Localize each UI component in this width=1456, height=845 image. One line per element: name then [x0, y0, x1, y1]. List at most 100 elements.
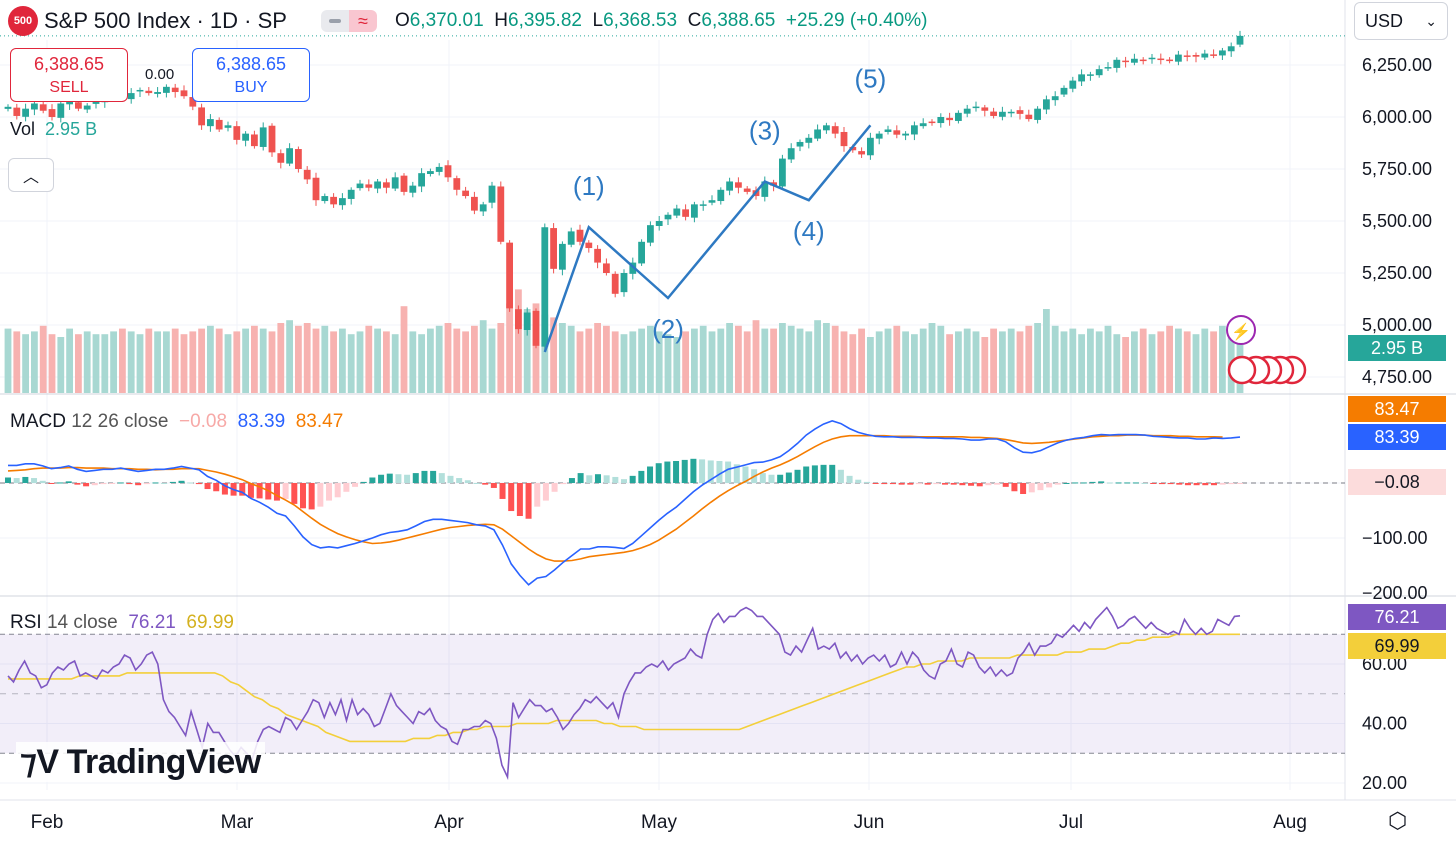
macd-histogram-bar — [473, 483, 480, 484]
candle-body — [215, 119, 223, 130]
candle-body — [321, 196, 329, 202]
volume-bar — [990, 328, 997, 393]
candle-body — [356, 183, 364, 189]
macd-histogram-bar — [829, 464, 836, 483]
candle-body — [682, 209, 689, 217]
wave-label: (4) — [793, 216, 825, 246]
candle-body — [981, 107, 989, 111]
volume-bar — [497, 323, 505, 393]
volume-bar — [937, 325, 945, 393]
macd-histogram-bar — [1193, 483, 1200, 486]
volume-badge: 2.95 B — [1348, 335, 1446, 361]
volume-bar — [13, 331, 21, 393]
volume-label: Vol — [10, 119, 36, 139]
us-flag-event-icon — [1227, 355, 1257, 385]
volume-bar — [664, 334, 672, 393]
candle-body — [330, 196, 337, 205]
macd-histogram-bar — [629, 475, 636, 483]
macd-hist-badge: −0.08 — [1348, 469, 1446, 495]
macd-histogram-bar — [733, 464, 740, 483]
candle-body — [31, 103, 38, 110]
candle-body — [831, 126, 839, 134]
candle-body — [418, 173, 425, 187]
volume-bar — [1201, 328, 1209, 393]
sp500-logo[interactable]: 500 — [8, 6, 38, 36]
price-axis-label: 5,250.00 — [1362, 263, 1432, 283]
volume-bar — [303, 323, 311, 393]
wave-toggle-icon[interactable]: ≈ — [348, 10, 377, 32]
macd-histogram-bar — [334, 483, 341, 498]
buy-button[interactable]: 6,388.65 BUY — [192, 48, 310, 102]
volume-bar — [330, 331, 337, 393]
volume-bar — [207, 325, 214, 393]
macd-histogram-bar — [1228, 483, 1235, 485]
volume-bar — [418, 334, 425, 393]
rsi-value: 76.21 — [128, 612, 176, 633]
settings-gear-icon[interactable]: ⬡ — [1388, 808, 1408, 833]
volume-bar — [1113, 334, 1121, 393]
spread-value: 0.00 — [145, 66, 175, 83]
volume-bar — [259, 328, 267, 393]
candle-body — [999, 111, 1006, 117]
macd-histogram-bar — [178, 480, 185, 483]
macd-histogram-bar — [551, 483, 558, 492]
bars-toggle-icon[interactable] — [320, 10, 349, 32]
currency-select[interactable]: USD ⌄ — [1354, 2, 1448, 40]
volume-bar — [224, 334, 232, 393]
macd-histogram-bar — [568, 478, 575, 483]
macd-histogram-bar — [161, 483, 168, 484]
candle-body — [919, 123, 927, 127]
symbol-title[interactable]: S&P 500 Index · 1D · SP — [44, 8, 287, 33]
macd-histogram-bar — [404, 474, 411, 483]
volume-bar — [163, 331, 170, 393]
macd-histogram-bar — [759, 473, 766, 483]
candle-body — [990, 111, 997, 116]
volume-bar — [198, 328, 205, 393]
macd-histogram-bar — [577, 473, 584, 483]
candle-body — [1122, 60, 1129, 63]
macd-histogram-bar — [135, 483, 142, 486]
sell-button[interactable]: 6,388.65 SELL — [10, 48, 128, 102]
candle-body — [550, 228, 557, 269]
collapse-legend-button[interactable]: ︿ — [8, 158, 54, 192]
candle-body — [1139, 59, 1147, 62]
volume-bar — [171, 328, 179, 393]
macd-histogram-bar — [725, 461, 732, 483]
macd-histogram-bar — [1202, 483, 1209, 486]
volume-bar — [805, 331, 813, 393]
time-axis-label: Apr — [434, 812, 464, 833]
candle-body — [242, 133, 249, 141]
price-axis-label: 5,000.00 — [1362, 315, 1432, 335]
macd-histogram-bar — [942, 483, 949, 485]
candle-body — [840, 131, 848, 147]
macd-histogram-bar — [1106, 482, 1113, 484]
candle-body — [638, 241, 645, 264]
volume-bar — [145, 328, 153, 393]
candle-body — [699, 204, 707, 206]
macd-histogram-bar — [464, 480, 471, 483]
candle-body — [603, 263, 610, 273]
macd-histogram-bar — [326, 483, 333, 501]
volume-bar — [515, 289, 522, 393]
candle-body — [479, 204, 487, 212]
candle-body — [523, 312, 531, 330]
candle-body — [541, 227, 549, 347]
volume-bar — [928, 323, 936, 393]
volume-bar — [919, 328, 927, 393]
volume-bar — [286, 320, 293, 393]
volume-bar — [911, 334, 918, 393]
chevron-down-icon: ⌄ — [1425, 12, 1437, 29]
macd-histogram-bar — [360, 481, 367, 483]
volume-bar — [999, 331, 1006, 393]
macd-histogram-bar — [707, 460, 714, 483]
volume-bar — [57, 337, 65, 393]
close-value: 6,388.65 — [701, 10, 776, 31]
elliott-wave-line — [543, 124, 872, 353]
volume-bar — [339, 328, 346, 393]
volume-bar — [268, 331, 276, 393]
volume-bar — [611, 331, 619, 393]
chart-style-toggle[interactable]: ≈ — [320, 10, 377, 32]
price-axis-label: 5,750.00 — [1362, 159, 1432, 179]
candle-body — [1095, 69, 1103, 76]
